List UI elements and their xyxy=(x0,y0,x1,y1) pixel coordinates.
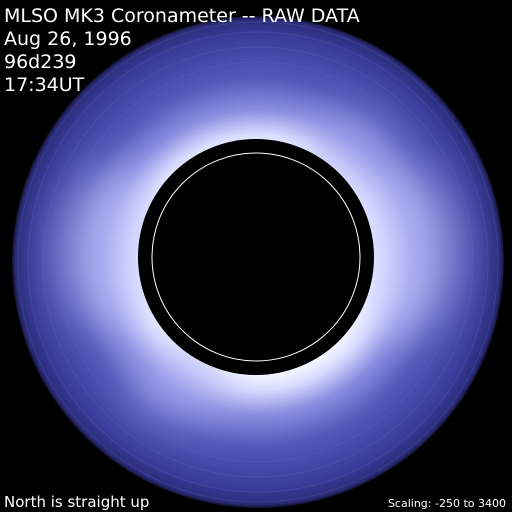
header-line: 96d239 xyxy=(4,51,77,73)
solar-limb xyxy=(151,152,361,362)
header-line: Aug 26, 1996 xyxy=(4,28,132,50)
scaling-note: Scaling: -250 to 3400 xyxy=(388,497,506,510)
rings xyxy=(17,21,499,503)
header-line: MLSO MK3 Coronameter -- RAW DATA xyxy=(4,5,360,27)
orientation-note: North is straight up xyxy=(4,493,149,511)
header-line: 17:34UT xyxy=(4,74,85,96)
occulter xyxy=(138,139,374,375)
